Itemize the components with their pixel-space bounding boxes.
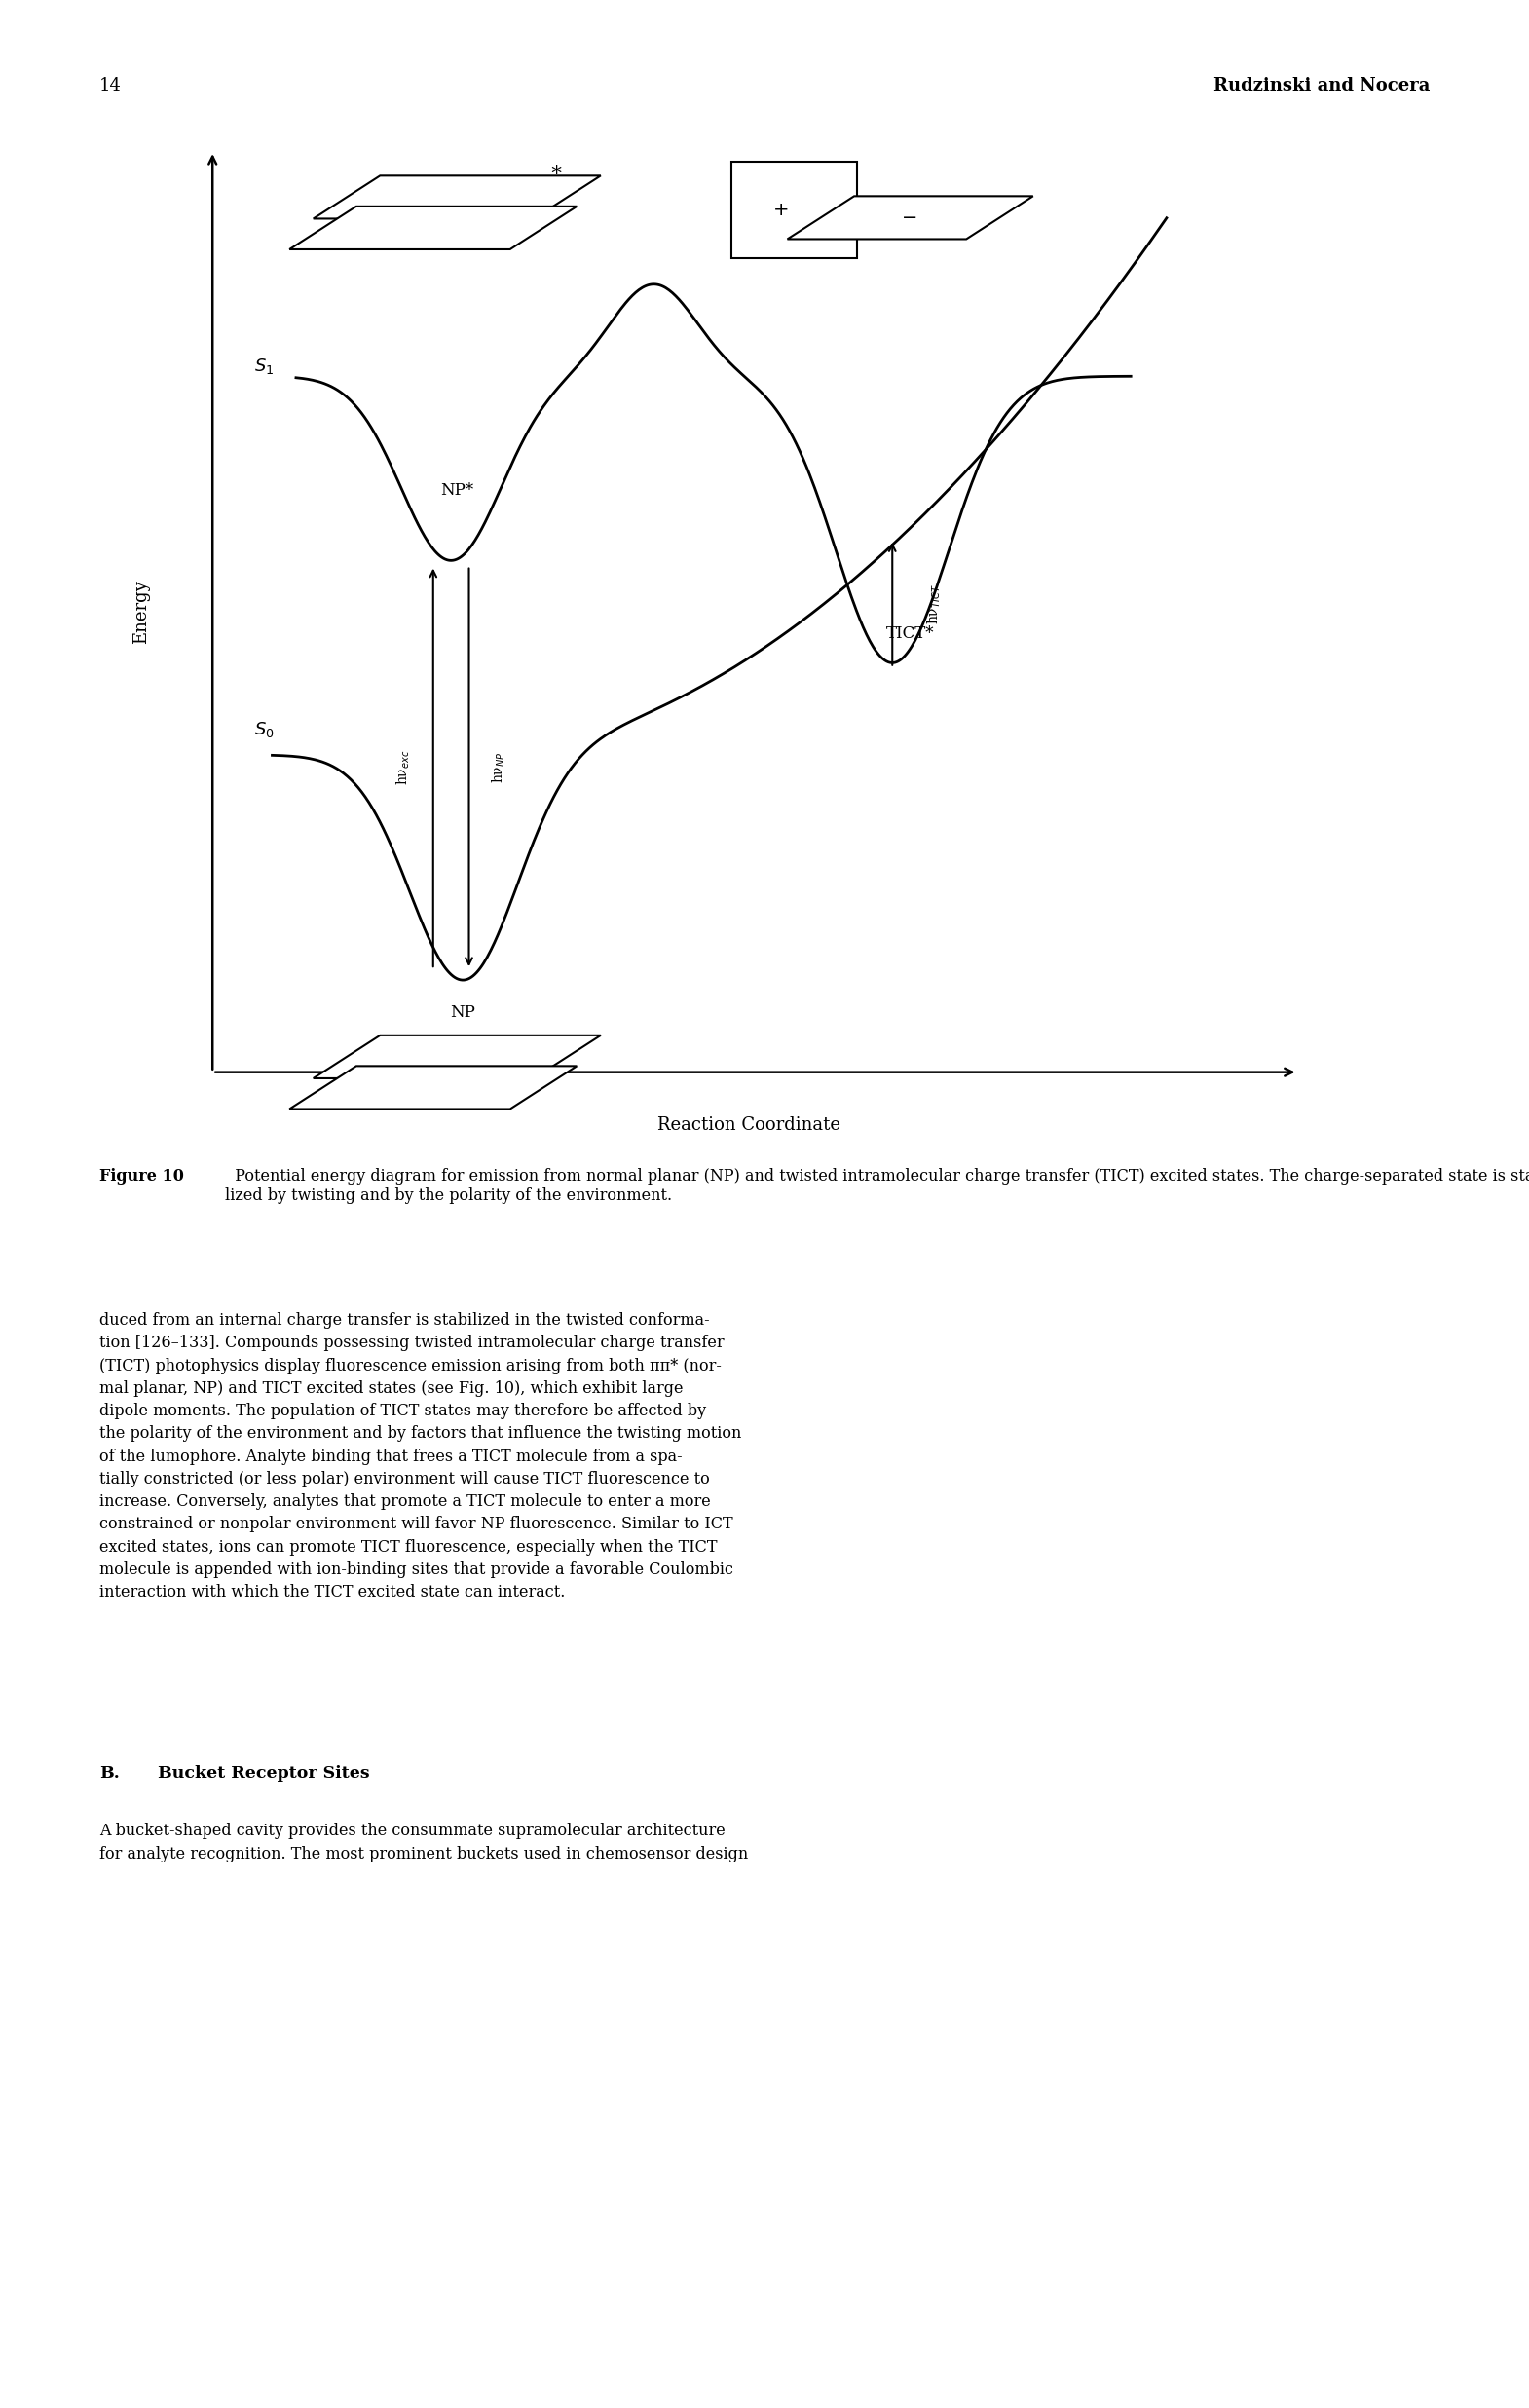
Text: hν$_{TICT}$: hν$_{TICT}$ bbox=[925, 583, 942, 624]
Text: Bucket Receptor Sites: Bucket Receptor Sites bbox=[157, 1765, 370, 1782]
Bar bbox=[731, 161, 856, 258]
Polygon shape bbox=[313, 176, 601, 219]
Text: Potential energy diagram for emission from normal planar (NP) and twisted intram: Potential energy diagram for emission fr… bbox=[225, 1168, 1529, 1204]
Text: duced from an internal charge transfer is stabilized in the twisted conforma-
ti: duced from an internal charge transfer i… bbox=[99, 1312, 742, 1601]
Text: hν$_{NP}$: hν$_{NP}$ bbox=[491, 751, 508, 783]
Text: A bucket-shaped cavity provides the consummate supramolecular architecture
for a: A bucket-shaped cavity provides the cons… bbox=[99, 1823, 748, 1861]
Text: *: * bbox=[550, 164, 561, 185]
Text: NP: NP bbox=[451, 1004, 476, 1021]
Text: Figure 10: Figure 10 bbox=[99, 1168, 183, 1185]
Text: Energy: Energy bbox=[131, 580, 150, 643]
Polygon shape bbox=[289, 1067, 576, 1110]
Text: −: − bbox=[902, 209, 919, 226]
Polygon shape bbox=[313, 1035, 601, 1079]
Text: TICT*: TICT* bbox=[887, 626, 934, 643]
Text: $S_0$: $S_0$ bbox=[254, 720, 274, 739]
Polygon shape bbox=[289, 207, 576, 250]
Polygon shape bbox=[787, 195, 1034, 238]
Text: +: + bbox=[774, 200, 789, 219]
Text: NP*: NP* bbox=[440, 482, 474, 498]
Text: $S_1$: $S_1$ bbox=[254, 356, 274, 376]
Text: B.: B. bbox=[99, 1765, 119, 1782]
Text: Reaction Coordinate: Reaction Coordinate bbox=[657, 1115, 841, 1134]
Text: hν$_{exc}$: hν$_{exc}$ bbox=[394, 749, 411, 785]
Text: 14: 14 bbox=[99, 77, 122, 94]
Text: Rudzinski and Nocera: Rudzinski and Nocera bbox=[1212, 77, 1430, 94]
